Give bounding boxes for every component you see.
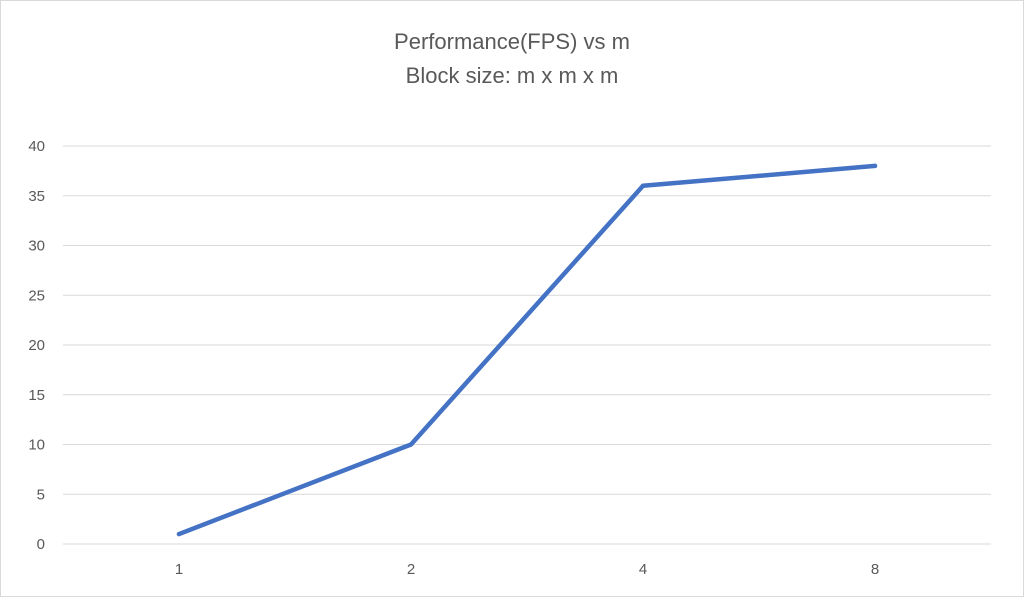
y-tick-label: 0	[37, 536, 45, 553]
data-point	[176, 531, 182, 537]
x-axis-ticks: 1 2 4 8	[175, 561, 879, 578]
data-point	[640, 183, 646, 188]
x-tick-label: 1	[175, 561, 183, 578]
x-tick-label: 8	[871, 561, 879, 578]
data-point	[408, 442, 414, 447]
gridlines	[63, 145, 991, 545]
chart-title: Performance(FPS) vs m	[394, 29, 630, 54]
y-tick-label: 35	[28, 188, 45, 205]
y-tick-label: 10	[28, 437, 45, 454]
y-tick-label: 15	[28, 387, 45, 404]
chart-subtitle: Block size: m x m x m	[406, 63, 619, 88]
x-tick-label: 4	[639, 561, 647, 578]
data-point	[872, 163, 878, 169]
y-tick-label: 5	[37, 486, 45, 503]
x-tick-label: 2	[407, 561, 415, 578]
series-line-0	[176, 163, 878, 537]
y-axis-ticks: 0 5 10 15 20 25 30 35 40	[28, 138, 45, 553]
series-lines	[176, 163, 878, 537]
y-tick-label: 30	[28, 238, 45, 255]
y-tick-label: 20	[28, 337, 45, 354]
y-tick-label: 25	[28, 287, 45, 304]
y-tick-label: 40	[28, 138, 45, 155]
